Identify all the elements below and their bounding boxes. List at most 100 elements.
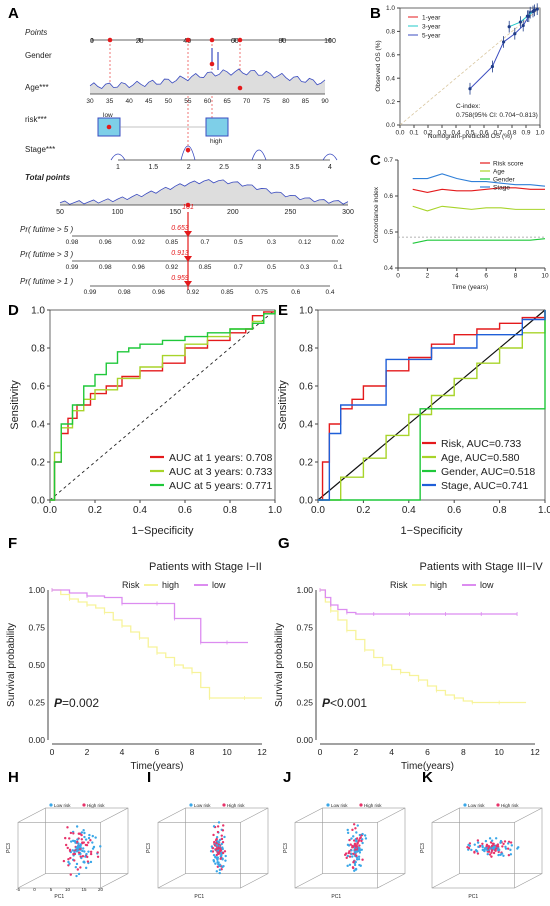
data-point xyxy=(217,851,221,854)
data-point xyxy=(486,852,489,856)
y-tick-label: 0.0 xyxy=(31,495,45,506)
data-point xyxy=(218,838,222,842)
data-point xyxy=(352,823,356,826)
x-tick-label: 0.6 xyxy=(447,505,461,516)
data-point xyxy=(497,849,500,852)
data-point xyxy=(358,851,362,854)
data-point xyxy=(352,835,355,838)
legend-label: AUC at 3 years: 0.733 xyxy=(169,466,272,478)
x-tick-label: 10 xyxy=(541,273,549,280)
legend-label: Low risk xyxy=(331,803,348,808)
tick-label: 1 xyxy=(116,164,120,171)
y-tick-label: 0.0 xyxy=(386,122,395,129)
data-point xyxy=(212,860,216,863)
box-back xyxy=(45,807,129,874)
series-line xyxy=(412,187,545,193)
x-tick-label: 6 xyxy=(155,747,160,757)
legend-label: Age xyxy=(493,169,505,176)
data-point xyxy=(521,23,525,28)
data-point xyxy=(348,855,352,858)
x-tick-label: 0.4 xyxy=(451,130,460,137)
data-point xyxy=(76,848,79,852)
data-point xyxy=(343,853,347,857)
data-point xyxy=(69,831,73,835)
data-point xyxy=(491,842,494,845)
tick-label: 60 xyxy=(231,38,239,45)
data-point xyxy=(87,836,91,840)
data-point xyxy=(213,840,216,844)
box-edge xyxy=(377,873,406,889)
data-point xyxy=(209,850,213,853)
box-edge xyxy=(240,873,269,889)
p-value: P=0.002 xyxy=(54,696,99,710)
box-front xyxy=(294,822,378,889)
x-tick-label: 0.0 xyxy=(43,505,57,516)
x-tick-label: 0.8 xyxy=(223,505,237,516)
data-point xyxy=(485,844,488,848)
data-point xyxy=(83,850,86,853)
stage-bump xyxy=(110,153,126,161)
data-point xyxy=(354,848,357,851)
prediction-value: 0.913 xyxy=(171,250,189,257)
age-density-line xyxy=(89,68,326,89)
y-tick-label: 1.00 xyxy=(296,585,313,595)
y-tick-label: 0.50 xyxy=(296,660,313,670)
data-point xyxy=(348,863,352,866)
nomogram-panel: Points Gender Age*** risk*** Stage*** Total p… xyxy=(20,28,354,296)
tick-label: 50 xyxy=(165,98,173,105)
data-point xyxy=(345,856,348,860)
tick-label: 0.7 xyxy=(234,264,243,271)
x-tick-label: 0.7 xyxy=(493,130,502,137)
data-point xyxy=(481,848,484,852)
data-point xyxy=(348,850,351,853)
tick-label: 0.02 xyxy=(332,239,345,246)
point-marker xyxy=(209,61,215,67)
data-point xyxy=(76,840,79,844)
x-tick-label: 0.0 xyxy=(311,505,325,516)
tick-label: 0.98 xyxy=(118,289,131,296)
prediction-marker xyxy=(184,231,192,237)
data-point xyxy=(354,860,357,864)
row-label: Pr( futime > 5 ) xyxy=(20,225,73,234)
y-axis-label: PC3 xyxy=(6,843,12,853)
data-point xyxy=(224,854,227,858)
y-tick-label: 0.8 xyxy=(386,29,395,36)
prediction-marker xyxy=(184,281,192,287)
stage-bump xyxy=(180,145,196,161)
data-point xyxy=(351,855,354,858)
tick-label: 1.5 xyxy=(148,164,158,171)
p-value-symbol: P xyxy=(322,696,331,710)
panel-label-J: J xyxy=(283,769,291,786)
data-point xyxy=(216,857,219,861)
legend-label: low xyxy=(480,580,494,590)
data-point xyxy=(67,858,70,861)
box-edge xyxy=(17,873,46,889)
x-tick-label: 0.4 xyxy=(402,505,416,516)
legend-label: High risk xyxy=(87,803,105,808)
data-point xyxy=(221,829,225,832)
prediction-value: 0.653 xyxy=(171,225,189,232)
data-point xyxy=(64,836,67,840)
box-edge xyxy=(431,873,460,889)
survival-curve xyxy=(320,589,518,615)
data-point xyxy=(473,843,476,846)
data-point xyxy=(79,866,82,869)
tick-label: 0.99 xyxy=(84,289,97,296)
data-point xyxy=(221,865,224,869)
data-point xyxy=(77,832,80,835)
data-point xyxy=(497,847,500,850)
series-line xyxy=(412,173,546,187)
tick-label: 0.85 xyxy=(221,289,234,296)
roc-curve xyxy=(318,310,546,501)
data-point xyxy=(211,846,215,850)
data-point xyxy=(346,864,349,868)
x-tick-label: 4 xyxy=(455,273,459,280)
data-point xyxy=(214,856,217,859)
tick-label: 85 xyxy=(302,98,310,105)
panel-label-I: I xyxy=(147,769,151,786)
data-point xyxy=(490,855,493,858)
data-point xyxy=(87,841,90,844)
data-point xyxy=(473,850,476,854)
tick-label: 30 xyxy=(86,98,94,105)
